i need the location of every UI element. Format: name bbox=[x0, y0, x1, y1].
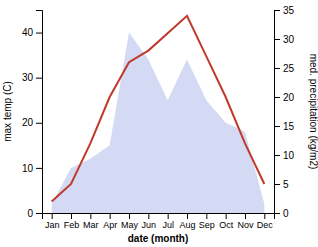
tick-label: Oct bbox=[219, 220, 234, 230]
tick: Jul bbox=[162, 213, 174, 230]
tick-label: 30 bbox=[22, 72, 34, 83]
tick: Mar bbox=[83, 213, 99, 230]
tick-label: Sep bbox=[199, 220, 215, 230]
axis-line bbox=[275, 11, 281, 214]
axis-line bbox=[36, 11, 43, 214]
tick-mark bbox=[110, 213, 111, 219]
y-axis-title: max temp (C) bbox=[2, 81, 13, 142]
tick-mark bbox=[274, 126, 280, 127]
tick: Jun bbox=[142, 213, 157, 230]
x-axis: Jan FebMar Apr MayJun Jul Aug Sep OctNovDec bbox=[43, 213, 275, 230]
tick-label: Aug bbox=[179, 220, 195, 230]
tick-label: 20 bbox=[283, 92, 295, 103]
tick: 30 bbox=[274, 34, 295, 45]
tick: Sep bbox=[199, 213, 215, 230]
tick-label: 0 bbox=[27, 208, 33, 219]
tick-mark bbox=[264, 213, 265, 219]
tick-mark bbox=[226, 213, 227, 219]
tick: May bbox=[121, 213, 139, 230]
tick-mark bbox=[274, 213, 280, 214]
tick-mark bbox=[36, 168, 42, 169]
tick-mark bbox=[274, 155, 280, 156]
tick-label: May bbox=[121, 220, 139, 230]
tick-mark bbox=[274, 97, 280, 98]
tick: 30 bbox=[22, 72, 42, 83]
tick-mark bbox=[274, 10, 280, 11]
tick-label: 10 bbox=[22, 163, 34, 174]
tick-label: 5 bbox=[283, 179, 289, 190]
tick: 40 bbox=[22, 27, 42, 38]
tick-label: 20 bbox=[22, 117, 34, 128]
tick-label: 40 bbox=[22, 27, 34, 38]
tick-mark bbox=[36, 78, 42, 79]
tick: 5 bbox=[274, 179, 289, 190]
tick: 15 bbox=[274, 121, 295, 132]
tick-label: Dec bbox=[257, 220, 274, 230]
y-axis: 0 10 20 30 40 bbox=[22, 11, 43, 219]
tick-mark bbox=[274, 39, 280, 40]
tick: 10 bbox=[22, 163, 42, 174]
chart-container: Jan FebMar Apr MayJun Jul Aug Sep OctNovDec 0 10 2… bbox=[0, 0, 318, 247]
tick-mark bbox=[187, 213, 188, 219]
tick: 0 bbox=[27, 208, 42, 219]
area bbox=[52, 33, 265, 213]
tick-mark bbox=[36, 213, 42, 214]
tick-mark bbox=[274, 68, 280, 69]
x-axis-title: date (month) bbox=[128, 233, 189, 244]
tick: 35 bbox=[274, 5, 295, 16]
tick: 20 bbox=[22, 117, 42, 128]
tick: 10 bbox=[274, 150, 295, 161]
tick-mark bbox=[245, 213, 246, 219]
tick-label: Jul bbox=[162, 220, 174, 230]
tick-mark bbox=[71, 213, 72, 219]
tick: Feb bbox=[64, 213, 80, 230]
tick: 0 bbox=[274, 208, 289, 219]
tick: Apr bbox=[103, 213, 117, 230]
tick: 25 bbox=[274, 63, 295, 74]
tick: Jan bbox=[45, 213, 60, 230]
tick: Nov bbox=[237, 213, 254, 230]
tick-mark bbox=[36, 33, 42, 34]
tick: Oct bbox=[219, 213, 234, 230]
tick-mark bbox=[274, 184, 280, 185]
plot-area bbox=[52, 16, 265, 213]
tick: Aug bbox=[179, 213, 195, 230]
tick-label: 30 bbox=[283, 34, 295, 45]
tick: 20 bbox=[274, 92, 295, 103]
tick: Dec bbox=[257, 213, 274, 230]
tick-mark bbox=[36, 123, 42, 124]
tick-mark bbox=[52, 213, 53, 219]
chart: Jan FebMar Apr MayJun Jul Aug Sep OctNovDec 0 10 2… bbox=[0, 0, 318, 247]
tick-label: Mar bbox=[83, 220, 99, 230]
tick-label: 35 bbox=[283, 5, 295, 16]
tick-mark bbox=[90, 213, 91, 219]
tick-mark bbox=[129, 213, 130, 219]
tick-label: 10 bbox=[283, 150, 295, 161]
tick-label: Feb bbox=[64, 220, 80, 230]
tick-mark bbox=[168, 213, 169, 219]
tick-label: 25 bbox=[283, 63, 295, 74]
tick-label: Apr bbox=[103, 220, 117, 230]
tick-mark bbox=[206, 213, 207, 219]
tick-label: 15 bbox=[283, 121, 295, 132]
tick-label: Nov bbox=[237, 220, 254, 230]
tick-mark bbox=[148, 213, 149, 219]
line bbox=[52, 16, 265, 202]
tick-label: Jan bbox=[45, 220, 60, 230]
y2-axis: 0 5 10 15 20 25 30 35 bbox=[274, 5, 295, 219]
axis-line bbox=[43, 214, 275, 220]
tick-label: Jun bbox=[142, 220, 157, 230]
tick-label: 0 bbox=[283, 208, 289, 219]
y2-axis-title: med. precipitation (kg/m2) bbox=[308, 54, 318, 170]
